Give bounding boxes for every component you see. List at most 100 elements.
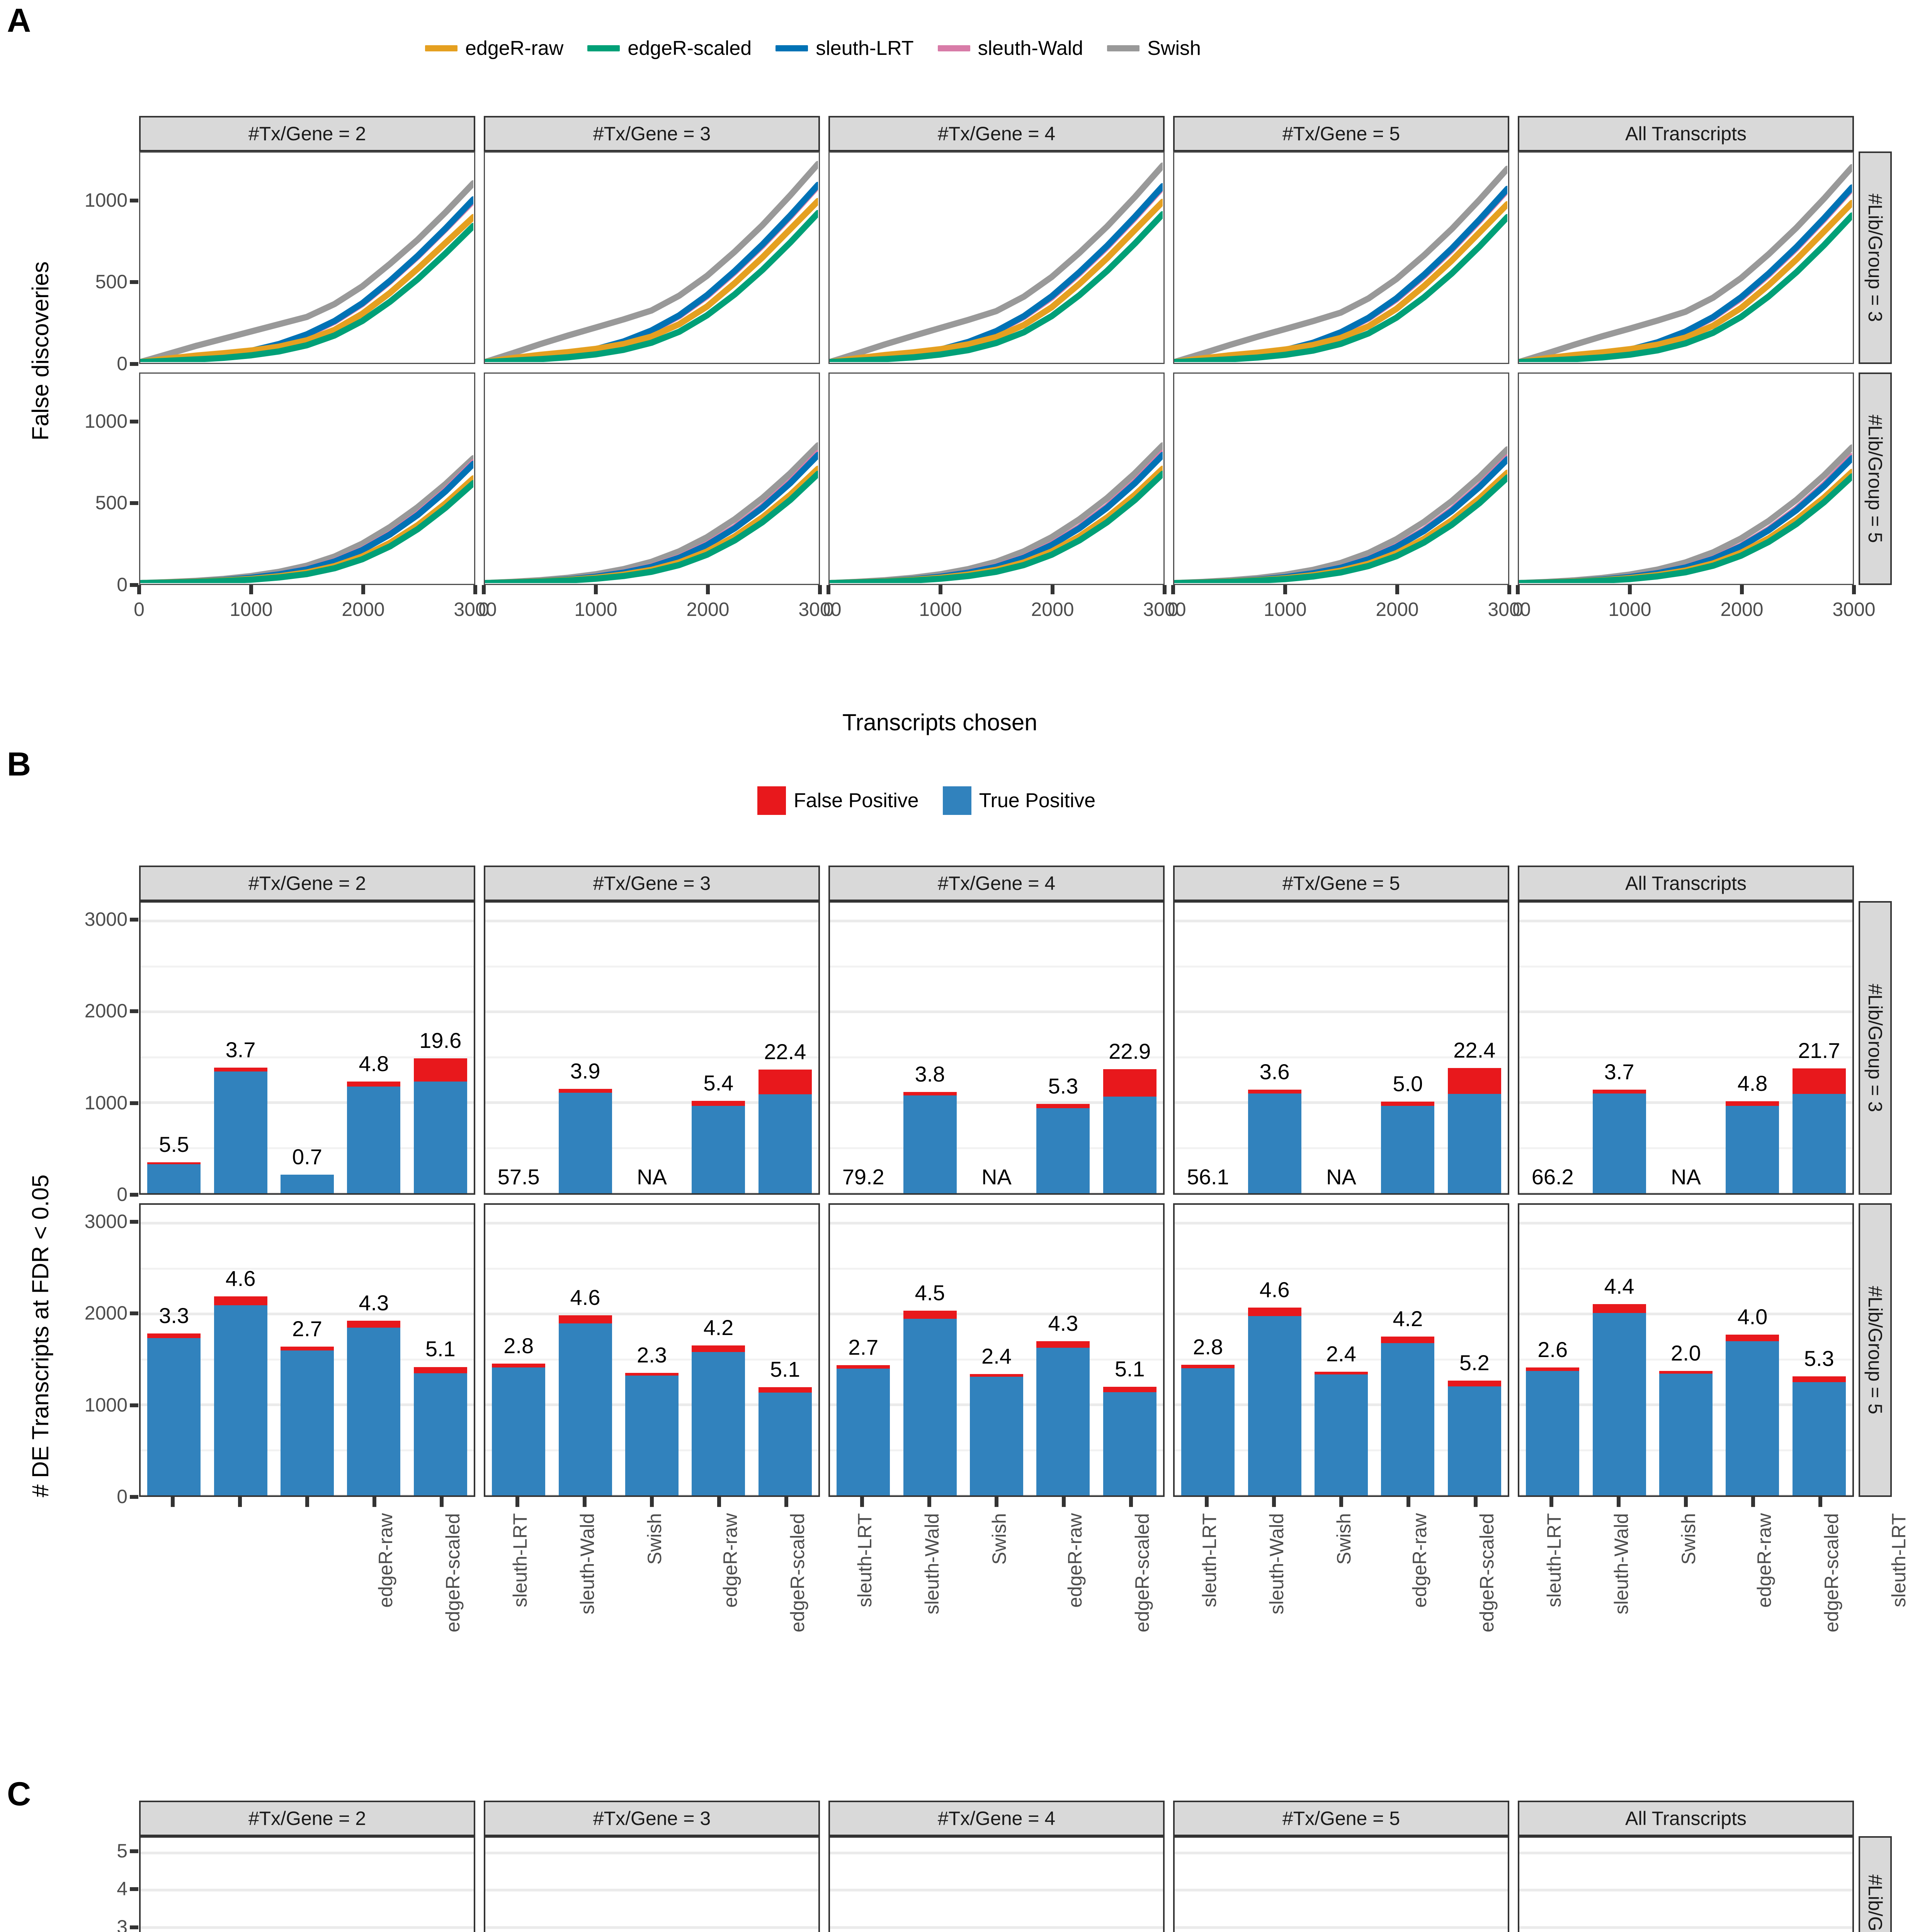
bar-segment-true-positive — [1315, 1374, 1368, 1495]
bar-segment-false-positive — [692, 1345, 745, 1352]
bar-segment-true-positive — [1726, 1341, 1779, 1495]
bar-value-label: 3.3 — [159, 1303, 189, 1328]
x-tick-label: edgeR-scaled — [1821, 1513, 1842, 1633]
grid-line-minor — [141, 1056, 474, 1058]
bar-segment-false-positive — [558, 1315, 612, 1323]
y-tick-label: 4 — [117, 1878, 128, 1900]
bar-segment-true-positive — [147, 1164, 201, 1193]
x-tick-mark — [1740, 585, 1744, 594]
x-tick-label: 0 — [478, 599, 489, 620]
bar-segment-true-positive — [1592, 1093, 1646, 1193]
x-tick-label: 1000 — [1608, 599, 1651, 620]
bar-segment-true-positive — [692, 1106, 745, 1193]
bar-value-label: NA — [637, 1165, 667, 1189]
bar-segment-true-positive — [347, 1086, 401, 1193]
y-tick-mark — [130, 1887, 138, 1891]
legend-swatch-sleuth-lrt — [776, 45, 808, 51]
bar-value-label: 56.1 — [1187, 1165, 1229, 1189]
bar-value-label: 79.2 — [842, 1165, 884, 1189]
x-tick-mark — [249, 585, 253, 594]
y-tick-label: 3000 — [84, 908, 128, 930]
bar-value-label: 3.9 — [570, 1058, 600, 1083]
facet-cell-r0-c2: 79.2 3.8 NA 5.3 22.9 — [828, 901, 1165, 1195]
bar-segment-true-positive — [1181, 1368, 1235, 1495]
grid-line-minor — [830, 965, 1163, 968]
x-tick-label: 1000 — [1264, 599, 1307, 620]
facet-strip-col-0: #Tx/Gene = 2 — [139, 116, 475, 151]
x-tick-mark — [650, 1497, 654, 1507]
bar-sleuth-LRT — [1659, 1371, 1713, 1495]
bar-Swish — [1103, 1387, 1156, 1495]
bar-value-label: 22.9 — [1109, 1039, 1151, 1064]
grid-line — [1175, 1222, 1508, 1225]
bar-value-label: 22.4 — [764, 1039, 806, 1064]
panel-letter-b: B — [7, 746, 31, 783]
y-tick-mark — [130, 1193, 138, 1197]
x-tick-label: 3000 — [1143, 599, 1186, 620]
bar-segment-false-positive — [1036, 1104, 1090, 1109]
x-tick-label: sleuth-LRT — [509, 1513, 531, 1607]
bar-segment-true-positive — [1726, 1106, 1779, 1193]
legend-item-edger-raw: edgeR-raw — [425, 37, 563, 60]
line-edgeR-raw — [1174, 201, 1507, 362]
x-tick-label: sleuth-Wald — [577, 1513, 598, 1615]
x-tick-mark — [1163, 585, 1167, 594]
legend-label: True Positive — [979, 789, 1096, 812]
bar-segment-true-positive — [558, 1323, 612, 1495]
bar-Swish — [413, 1367, 467, 1495]
grid-line-minor — [830, 1267, 1163, 1270]
facet-strip-col-1: #Tx/Gene = 3 — [484, 1801, 820, 1836]
bar-Swish — [758, 1387, 812, 1495]
bar-value-label: 5.4 — [703, 1071, 734, 1095]
grid-line — [1175, 1851, 1508, 1854]
bar-value-label: 21.7 — [1798, 1038, 1840, 1063]
grid-line-minor — [1175, 1267, 1508, 1270]
legend-item-edger-scaled: edgeR-scaled — [587, 37, 752, 60]
y-tick-label: 2000 — [84, 1000, 128, 1022]
x-tick-mark — [784, 1497, 788, 1507]
line-edgeR-raw — [485, 198, 818, 362]
x-tick-label: 1000 — [919, 599, 962, 620]
bar-segment-false-positive — [903, 1310, 957, 1319]
grid-line — [485, 1192, 818, 1193]
legend-panel-b: False Positive True Positive — [757, 786, 1095, 815]
legend-swatch-true-positive — [942, 786, 971, 815]
x-tick-label: sleuth-LRT — [854, 1513, 876, 1607]
grid-line-minor — [1175, 1147, 1508, 1149]
x-tick-mark — [305, 1497, 309, 1507]
facet-cell-r1-c0: 3.3 4.6 2.7 4.3 5.1 — [139, 1203, 475, 1497]
bar-segment-false-positive — [147, 1333, 201, 1338]
bar-segment-true-positive — [558, 1093, 612, 1193]
y-tick-mark — [130, 583, 138, 587]
x-tick-mark — [1051, 585, 1054, 594]
line-Swish — [485, 161, 818, 362]
grid-line-minor — [485, 965, 818, 968]
bar-edgeR-scaled — [1592, 1089, 1646, 1193]
y-tick-mark — [130, 501, 138, 505]
x-tick-mark — [473, 585, 477, 594]
bar-value-label: 4.0 — [1737, 1304, 1768, 1329]
grid-line-minor — [141, 965, 474, 968]
bar-sleuth-LRT — [281, 1346, 334, 1495]
grid-line — [830, 1889, 1163, 1892]
bar-Swish — [1447, 1068, 1501, 1193]
grid-line — [141, 1851, 474, 1854]
x-tick-label: 2000 — [686, 599, 730, 620]
bar-value-label: 2.8 — [503, 1333, 534, 1358]
x-tick-mark — [1272, 1497, 1276, 1507]
bar-segment-true-positive — [1248, 1316, 1301, 1495]
bar-sleuth-Wald — [1726, 1334, 1779, 1495]
x-tick-label: edgeR-raw — [375, 1513, 396, 1608]
facet-strip-col-4: All Transcripts — [1518, 116, 1854, 151]
x-tick-mark — [238, 1497, 242, 1507]
y-tick-mark — [130, 1219, 138, 1224]
facet-strip-col-label: All Transcripts — [1625, 1808, 1747, 1829]
y-tick-mark — [130, 1495, 138, 1499]
bar-segment-true-positive — [692, 1352, 745, 1495]
x-tick-mark — [818, 585, 822, 594]
facet-cell-r0-c0 — [139, 1836, 475, 1932]
bar-segment-true-positive — [147, 1338, 201, 1495]
bar-edgeR-scaled — [558, 1315, 612, 1495]
facet-cell-r1-c4: 2.6 4.4 2.0 4.0 5.3 — [1518, 1203, 1854, 1497]
